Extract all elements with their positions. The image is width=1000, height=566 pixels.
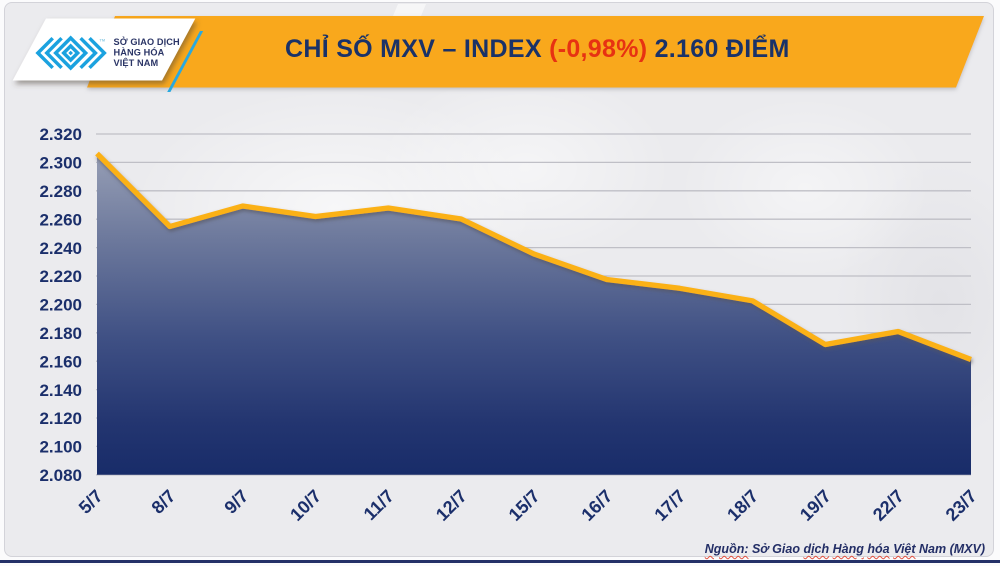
svg-text:2.200: 2.200: [39, 296, 82, 315]
svg-text:2.100: 2.100: [39, 438, 82, 457]
svg-text:2.160: 2.160: [39, 352, 82, 371]
svg-text:2.320: 2.320: [39, 125, 82, 144]
svg-text:2.240: 2.240: [39, 239, 82, 258]
svg-text:2.080: 2.080: [39, 466, 82, 485]
svg-text:19/7: 19/7: [796, 486, 835, 525]
svg-text:23/7: 23/7: [942, 486, 981, 525]
svg-text:2.220: 2.220: [39, 267, 82, 286]
svg-text:TM: TM: [100, 39, 105, 43]
svg-text:10/7: 10/7: [286, 486, 325, 525]
svg-text:2.120: 2.120: [39, 409, 82, 428]
svg-text:8/7: 8/7: [148, 486, 180, 518]
svg-text:9/7: 9/7: [220, 486, 252, 518]
svg-text:VIỆT NAM: VIỆT NAM: [114, 57, 159, 68]
svg-text:5/7: 5/7: [75, 486, 107, 518]
svg-text:11/7: 11/7: [360, 486, 398, 524]
svg-text:22/7: 22/7: [869, 486, 908, 525]
svg-text:2.180: 2.180: [39, 324, 82, 343]
svg-text:12/7: 12/7: [432, 486, 471, 525]
svg-text:17/7: 17/7: [650, 486, 689, 525]
svg-text:16/7: 16/7: [578, 486, 617, 525]
svg-text:2.140: 2.140: [39, 381, 82, 400]
svg-text:HÀNG HÓA: HÀNG HÓA: [114, 47, 165, 58]
svg-text:2.280: 2.280: [39, 182, 82, 201]
svg-text:2.300: 2.300: [39, 154, 82, 173]
svg-text:18/7: 18/7: [723, 486, 762, 525]
svg-text:2.260: 2.260: [39, 210, 82, 229]
svg-text:15/7: 15/7: [505, 486, 544, 525]
svg-text:SỞ GIAO DỊCH: SỞ GIAO DỊCH: [114, 36, 180, 47]
